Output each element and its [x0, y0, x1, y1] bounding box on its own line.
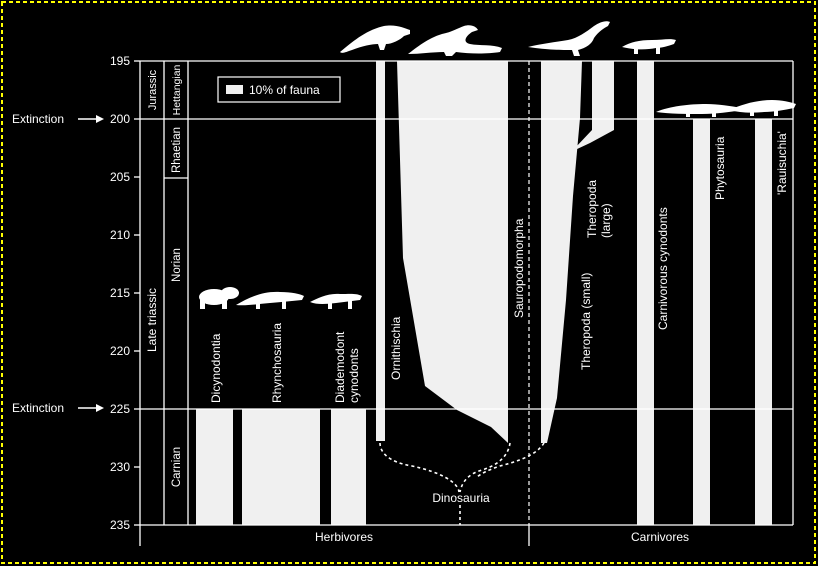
- dicynodont-icon: [199, 287, 239, 309]
- legend-label: 10% of fauna: [249, 83, 320, 97]
- stage-carnian: Carnian: [171, 447, 183, 487]
- extinction-label: Extinction: [12, 401, 64, 415]
- time-axis: 195 200 205 210 215 220 225 230 235: [110, 54, 130, 532]
- footer-herbivores: Herbivores: [315, 530, 373, 544]
- label-sauropodomorpha: Sauropodomorpha: [512, 218, 526, 318]
- tick-label: 230: [110, 460, 130, 474]
- phytosaur-icon: [656, 104, 742, 117]
- extinction-marker: Extinction: [12, 112, 104, 126]
- tree-branch: [379, 442, 460, 493]
- tick-label: 200: [110, 112, 130, 126]
- rauisuchia-bar: [755, 119, 772, 525]
- legend-box: [217, 76, 341, 103]
- time-ticks: [134, 60, 140, 526]
- carnivorous-cynodonts-bar: [637, 61, 654, 525]
- tree-branch: [475, 442, 545, 479]
- stage-rhaetian: Rhaetian: [171, 127, 183, 173]
- theropoda-small-bar: [541, 61, 582, 443]
- label-theropoda-small: Theropoda (small): [579, 273, 593, 370]
- sauropodomorpha-bar: [397, 61, 508, 443]
- dinosauria-tree: [379, 442, 545, 525]
- label-phytosauria: Phytosauria: [713, 136, 727, 200]
- group-labels: Dicynodontia Rhynchosauria Diademodont c…: [209, 131, 789, 403]
- tick-label: 210: [110, 228, 130, 242]
- prosauropod-icon: [408, 25, 502, 56]
- extinction-marker: Extinction: [12, 401, 104, 415]
- cynodont-icon: [310, 293, 362, 309]
- diademodont-cynodonts-bar: [331, 409, 366, 525]
- label-diademodont-cynodonts: cynodonts: [347, 348, 361, 403]
- label-diademodont: Diademodont: [333, 331, 347, 403]
- dicynodontia-bar: [196, 409, 233, 525]
- tick-label: 205: [110, 170, 130, 184]
- stage-hettangian: Hettangian: [171, 64, 183, 115]
- tree-branch: [459, 442, 511, 493]
- tick-label: 215: [110, 286, 130, 300]
- ornithischia-bar: [376, 61, 385, 441]
- tick-label: 235: [110, 518, 130, 532]
- rhynchosauria-bar: [242, 409, 320, 525]
- label-carnivorous-cynodonts: Carnivorous cynodonts: [656, 207, 670, 330]
- label-rauisuchia: 'Rauisuchia': [775, 131, 789, 195]
- frame-lines: [139, 60, 794, 546]
- label-theropoda-large-2: (large): [599, 203, 613, 238]
- arrowhead-icon: [96, 404, 104, 412]
- rauisuchian-icon: [730, 100, 796, 116]
- tick-label: 220: [110, 344, 130, 358]
- small-cynodont-icon: [622, 39, 676, 54]
- tick-label: 225: [110, 402, 130, 416]
- phytosauria-bar: [693, 119, 710, 525]
- period-jurassic: Jurassic: [147, 69, 159, 110]
- legend-swatch: [226, 85, 243, 94]
- legend: 10% of fauna: [217, 76, 341, 103]
- rhynchosaur-icon: [236, 291, 304, 309]
- ornithischian-icon: [340, 25, 410, 53]
- stage-labels: Hettangian Rhaetian Norian Carnian: [171, 64, 183, 487]
- period-labels: Jurassic Late triassic: [145, 69, 159, 352]
- footer-carnivores: Carnivores: [631, 530, 689, 544]
- period-late-triassic: Late triassic: [145, 288, 159, 352]
- extinction-label: Extinction: [12, 112, 64, 126]
- arrowhead-icon: [96, 115, 104, 123]
- tick-label: 195: [110, 54, 130, 68]
- label-dinosauria: Dinosauria: [432, 491, 490, 505]
- stage-norian: Norian: [171, 248, 183, 282]
- label-rhynchosauria: Rhynchosauria: [270, 323, 284, 403]
- fauna-bars: [196, 61, 772, 525]
- label-theropoda-large: Theropoda: [585, 180, 599, 238]
- theropoda-large-bar: [575, 61, 614, 150]
- theropod-icon: [528, 21, 610, 56]
- label-ornithischia: Ornithischia: [389, 316, 403, 380]
- label-dicynodontia: Dicynodontia: [209, 333, 223, 403]
